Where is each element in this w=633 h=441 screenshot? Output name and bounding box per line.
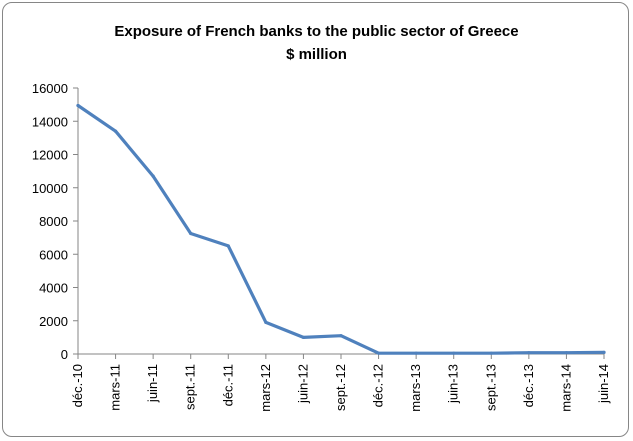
chart-title-block: Exposure of French banks to the public s… bbox=[0, 20, 633, 66]
x-tick-label: déc.-11 bbox=[220, 364, 235, 406]
chart-area bbox=[2, 2, 629, 437]
y-tick-label: 10000 bbox=[32, 181, 68, 196]
x-tick-label: sept.-11 bbox=[183, 364, 198, 410]
y-tick-label: 12000 bbox=[32, 148, 68, 163]
x-tick-label: déc.-13 bbox=[521, 364, 536, 407]
y-tick-label: 14000 bbox=[32, 114, 68, 129]
y-tick-label: 4000 bbox=[39, 281, 68, 296]
data-point bbox=[414, 351, 418, 355]
data-point bbox=[527, 351, 531, 355]
x-tick-label: mars-12 bbox=[258, 364, 273, 412]
data-point bbox=[151, 174, 155, 178]
data-point bbox=[452, 351, 456, 355]
data-point bbox=[602, 350, 606, 354]
y-tick-label: 6000 bbox=[39, 247, 68, 262]
series-group bbox=[76, 103, 606, 355]
x-tick-label: sept.-13 bbox=[483, 364, 498, 411]
y-tick-label: 0 bbox=[61, 347, 68, 362]
x-tick-label: juin-13 bbox=[446, 364, 461, 404]
x-tick-label: mars-14 bbox=[558, 364, 573, 412]
y-tick-label: 16000 bbox=[32, 81, 68, 96]
x-axis: déc.-10 mars-11 juin-11 sept.-11 déc.-11 mars… bbox=[70, 353, 611, 412]
data-point bbox=[301, 335, 306, 339]
y-tick-label: 2000 bbox=[39, 314, 68, 329]
y-axis: 0 2000 4000 6000 8000 10000 12000 14000 16000 bbox=[32, 81, 79, 362]
x-tick-label: mars-11 bbox=[108, 364, 123, 411]
y-tick-label: 8000 bbox=[39, 214, 68, 229]
data-point bbox=[189, 231, 193, 236]
data-point bbox=[76, 103, 80, 108]
data-point bbox=[113, 129, 118, 133]
data-point bbox=[376, 351, 381, 355]
data-point bbox=[264, 320, 268, 325]
x-tick-label: juin-14 bbox=[596, 364, 611, 404]
data-point bbox=[489, 351, 493, 355]
x-tick-label: juin-11 bbox=[145, 364, 160, 403]
series-line bbox=[76, 103, 606, 355]
data-point bbox=[339, 334, 343, 338]
x-tick-label: sept.-12 bbox=[333, 364, 348, 411]
chart-title: Exposure of French banks to the public s… bbox=[114, 23, 519, 40]
x-tick-label: déc.-10 bbox=[70, 364, 85, 407]
x-tick-label: juin-12 bbox=[295, 364, 310, 404]
x-tick-label: déc.-12 bbox=[371, 364, 386, 407]
data-point bbox=[564, 351, 569, 355]
x-tick-label: mars-13 bbox=[408, 364, 423, 412]
chart-subtitle: $ million bbox=[286, 46, 347, 63]
data-point bbox=[226, 244, 230, 248]
